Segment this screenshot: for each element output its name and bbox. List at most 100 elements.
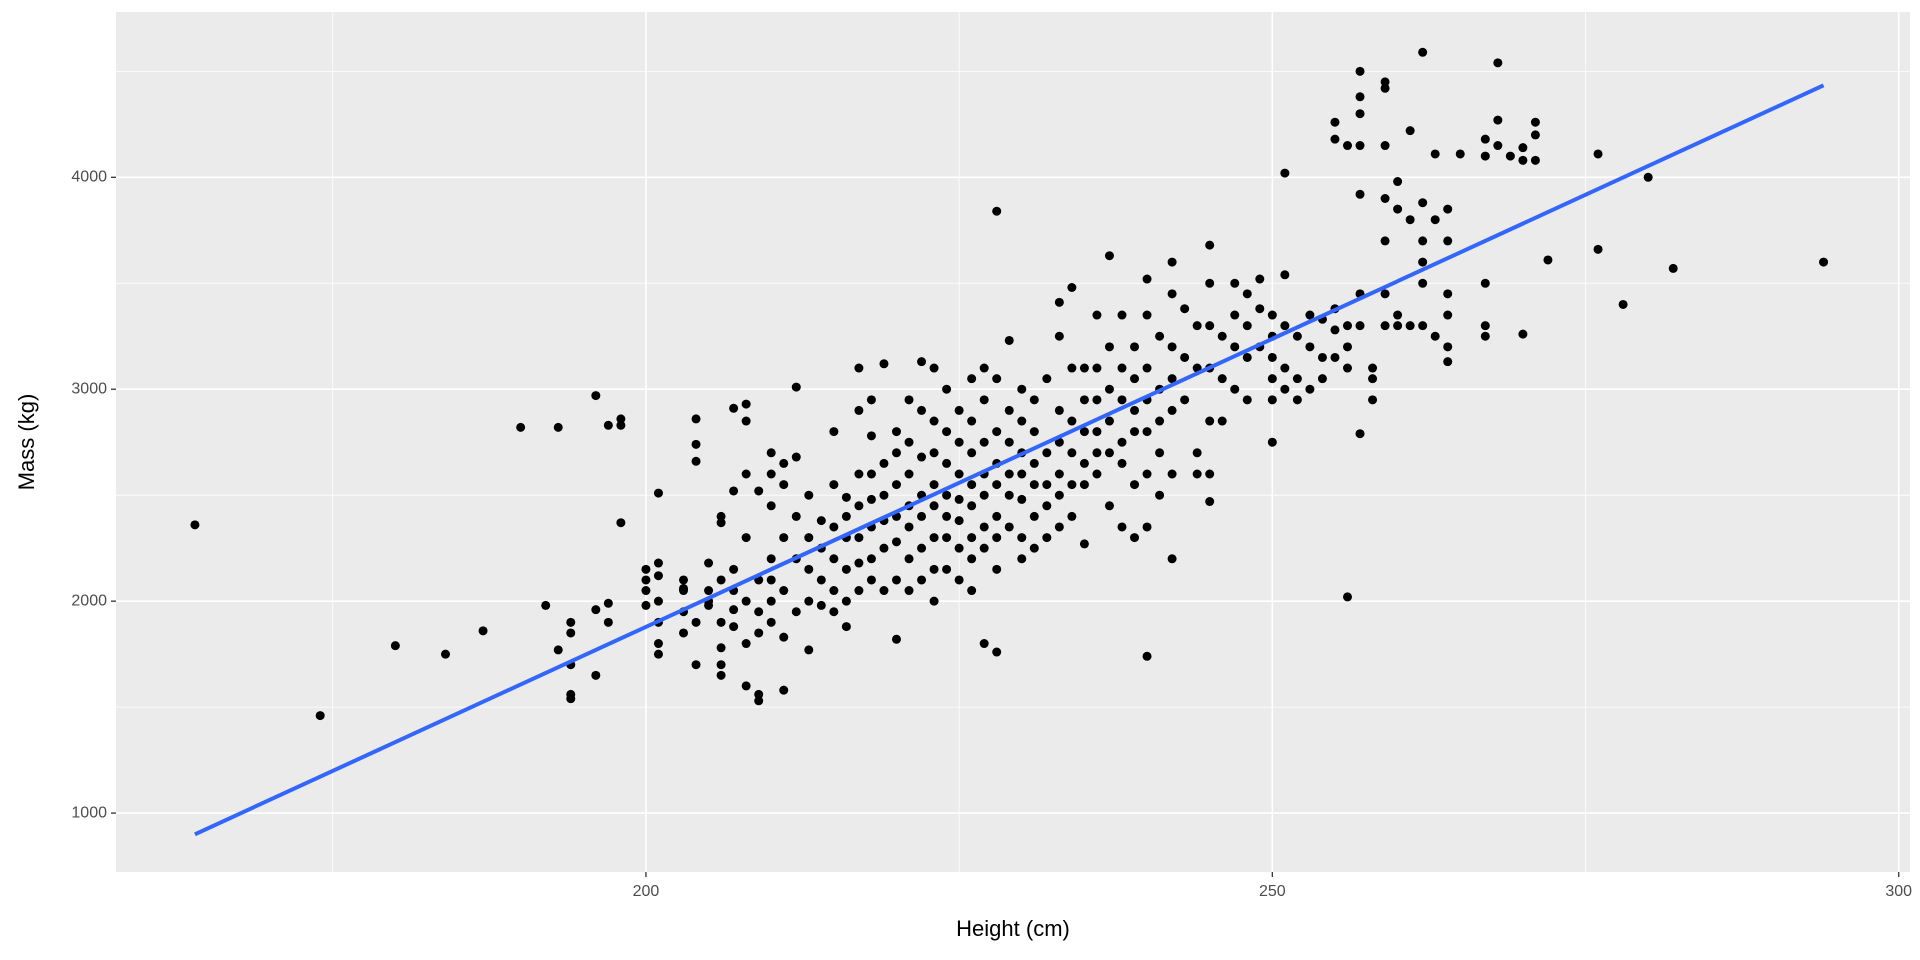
point (1368, 363, 1378, 373)
point (1230, 384, 1240, 394)
point (1079, 458, 1089, 468)
point (1230, 310, 1240, 320)
point (741, 416, 751, 426)
point (791, 607, 801, 617)
point (992, 511, 1002, 521)
point (704, 586, 714, 596)
point (904, 522, 914, 532)
point (979, 437, 989, 447)
point (741, 469, 751, 479)
point (691, 414, 701, 424)
point (1017, 416, 1027, 426)
point (1443, 204, 1453, 214)
x-tick-label: 250 (1259, 883, 1286, 900)
point (641, 600, 651, 610)
point (1180, 395, 1190, 405)
point (1029, 511, 1039, 521)
point (1104, 501, 1114, 511)
point (1155, 490, 1165, 500)
point (1142, 469, 1152, 479)
point (1042, 501, 1052, 511)
point (917, 543, 927, 553)
point (1342, 321, 1352, 331)
point (854, 533, 864, 543)
point (967, 533, 977, 543)
point (1493, 58, 1503, 68)
point (1230, 278, 1240, 288)
point (1142, 274, 1152, 284)
point (716, 660, 726, 670)
point (653, 639, 663, 649)
point (716, 575, 726, 585)
point (1017, 384, 1027, 394)
point (879, 458, 889, 468)
point (553, 422, 563, 432)
point (741, 596, 751, 606)
point (1205, 416, 1215, 426)
point (879, 359, 889, 369)
point (854, 558, 864, 568)
point (1330, 325, 1340, 335)
point (1104, 416, 1114, 426)
point (816, 575, 826, 585)
point (954, 405, 964, 415)
point (954, 494, 964, 504)
point (1518, 155, 1528, 165)
point (1079, 363, 1089, 373)
point (1205, 497, 1215, 507)
point (829, 522, 839, 532)
point (1242, 289, 1252, 299)
point (190, 520, 200, 530)
point (1205, 240, 1215, 250)
point (929, 501, 939, 511)
point (641, 586, 651, 596)
point (691, 660, 701, 670)
point (1017, 469, 1027, 479)
point (917, 575, 927, 585)
point (1405, 126, 1415, 136)
point (653, 649, 663, 659)
point (1430, 149, 1440, 159)
point (1380, 77, 1390, 87)
point (754, 696, 764, 706)
point (1418, 278, 1428, 288)
point (679, 628, 689, 638)
point (1092, 427, 1102, 437)
point (679, 575, 689, 585)
point (1418, 198, 1428, 208)
point (1292, 374, 1302, 384)
point (816, 600, 826, 610)
point (653, 558, 663, 568)
point (691, 456, 701, 466)
point (1668, 263, 1678, 273)
point (1280, 384, 1290, 394)
point (766, 469, 776, 479)
point (866, 494, 876, 504)
point (729, 605, 739, 615)
point (1405, 321, 1415, 331)
point (967, 501, 977, 511)
point (1017, 554, 1027, 564)
point (766, 554, 776, 564)
point (766, 596, 776, 606)
point (1380, 193, 1390, 203)
point (1342, 342, 1352, 352)
point (1042, 480, 1052, 490)
point (1280, 168, 1290, 178)
point (841, 596, 851, 606)
point (967, 416, 977, 426)
point (1280, 321, 1290, 331)
point (566, 689, 576, 699)
point (854, 501, 864, 511)
point (754, 689, 764, 699)
point (1292, 331, 1302, 341)
point (1205, 469, 1215, 479)
point (891, 537, 901, 547)
point (804, 645, 814, 655)
point (1130, 480, 1140, 490)
point (992, 480, 1002, 490)
point (1067, 480, 1077, 490)
point (1067, 511, 1077, 521)
point (1079, 427, 1089, 437)
point (1004, 335, 1014, 345)
